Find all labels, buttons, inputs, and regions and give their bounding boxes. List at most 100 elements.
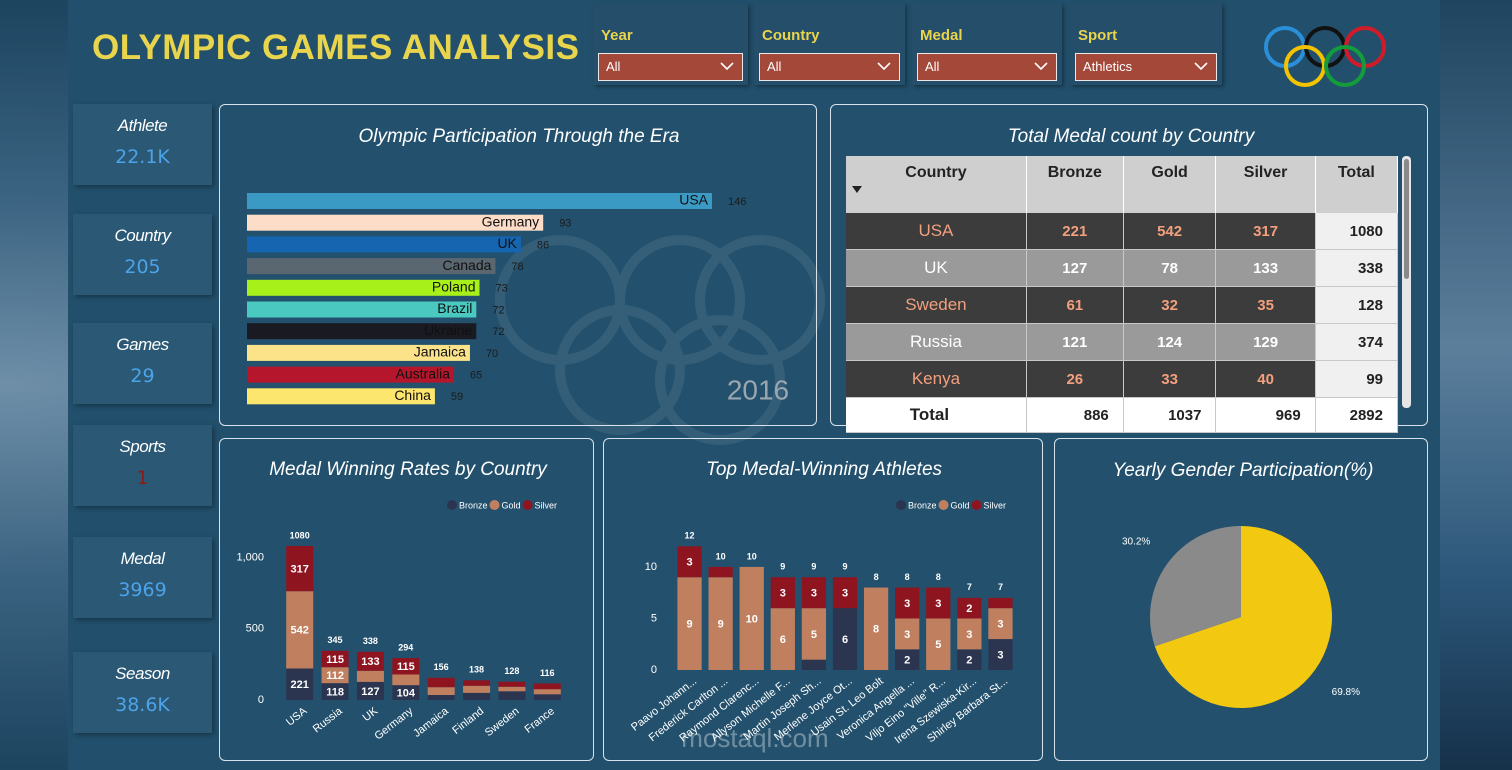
table-row: Sweden 61 32 35 128 [846, 286, 1399, 324]
kpi-value: 3969 [118, 579, 167, 601]
bar [247, 323, 477, 340]
segment-label: 8 [873, 624, 879, 636]
sort-arrow[interactable] [852, 186, 862, 193]
dropdown-chevron[interactable] [720, 62, 734, 71]
total-label: 1080 [290, 530, 310, 540]
x-tick-label: Sweden [483, 705, 522, 739]
bar-segment [739, 566, 764, 670]
total-cell: Total [846, 397, 1027, 433]
bar-segment [498, 681, 526, 687]
bar-value-label: 93 [559, 218, 571, 230]
x-tick-label: Germany [372, 705, 415, 743]
total-label: 345 [328, 635, 343, 645]
table-cell: 61 [1026, 286, 1124, 324]
filter-dropdown[interactable]: All [759, 53, 900, 81]
x-tick-label: USA [284, 705, 310, 729]
y-tick-label: 5 [651, 612, 657, 624]
bar-segment [533, 689, 561, 695]
table-cell: 338 [1315, 249, 1399, 287]
total-label: 12 [685, 531, 695, 541]
kpi-value: 22.1K [115, 146, 170, 168]
bar-category-label: Ukraine [424, 322, 472, 338]
total-cell: 969 [1215, 397, 1316, 433]
bar-segment [463, 685, 491, 693]
bar [247, 301, 477, 318]
bar-value-label: 78 [511, 261, 523, 273]
table-cell: 129 [1215, 323, 1316, 361]
legend-swatch [522, 500, 533, 510]
total-label: 138 [469, 665, 484, 675]
total-label: 8 [874, 572, 879, 582]
bar-segment [801, 608, 827, 660]
bar-segment [895, 587, 920, 619]
bar-category-label: Canada [442, 257, 491, 273]
bar-segment [863, 587, 889, 670]
scrollbar[interactable] [1402, 156, 1411, 408]
bar-value-label: 70 [486, 348, 498, 360]
table-cell: 78 [1123, 249, 1217, 287]
bar-segment [427, 677, 455, 688]
bar-segment [926, 587, 951, 619]
bar-segment [801, 659, 827, 670]
segment-label: 3 [966, 629, 972, 641]
filter-label: Sport [1078, 27, 1118, 44]
bar-segment [770, 608, 795, 670]
bar-segment [463, 680, 491, 686]
total-label: 7 [998, 582, 1003, 592]
filter: Country All [754, 3, 905, 85]
column-header[interactable]: Country [846, 156, 1027, 213]
segment-label: 2 [904, 655, 910, 667]
x-tick-label: France [523, 705, 557, 736]
table-cell: 542 [1123, 213, 1217, 250]
bar-category-label: Brazil [437, 300, 472, 316]
bar-value-label: 65 [470, 370, 482, 382]
segment-label: 9 [686, 619, 692, 631]
segment-label: 221 [291, 679, 309, 691]
segment-label: 6 [842, 634, 848, 646]
table-row: Kenya 26 33 40 99 [846, 360, 1399, 398]
dropdown-chevron[interactable] [877, 62, 891, 71]
legend-swatch [896, 500, 906, 510]
segment-label: 2 [966, 655, 972, 667]
segment-label: 6 [780, 634, 786, 646]
total-label: 10 [716, 551, 726, 561]
column-header: Bronze [1026, 156, 1124, 213]
filter-dropdown[interactable]: Athletics [1075, 53, 1217, 81]
bar-segment [770, 577, 795, 609]
legend-label: Silver [535, 500, 558, 510]
segment-label: 3 [904, 598, 910, 610]
kpi-value: 205 [124, 256, 161, 278]
table-row: USA 221 542 317 1080 [846, 213, 1399, 250]
filter: Year All [593, 3, 748, 85]
total-cell: 1037 [1123, 397, 1217, 433]
table-cell: 26 [1026, 360, 1124, 398]
bar-segment [832, 608, 858, 670]
segment-label: 104 [397, 687, 416, 699]
filter-dropdown[interactable]: All [598, 53, 743, 81]
table-cell: 33 [1123, 360, 1217, 398]
bar-value-label: 146 [728, 196, 746, 208]
x-tick-label: Jamaica [411, 705, 451, 740]
segment-label: 112 [326, 670, 344, 682]
scroll-thumb[interactable] [1404, 159, 1409, 279]
table-cell: 99 [1315, 360, 1399, 398]
kpi-value: 29 [130, 365, 155, 387]
table-row: UK 127 78 133 338 [846, 249, 1399, 287]
bar-segment [356, 651, 384, 671]
medal-rates-panel [219, 438, 594, 761]
total-label: 9 [842, 562, 847, 572]
bar-value-label: 59 [451, 391, 463, 403]
segment-label: 542 [291, 625, 309, 637]
bar-segment [356, 681, 384, 700]
table-cell: 32 [1123, 286, 1217, 324]
filter-label: Medal [920, 27, 963, 44]
total-label: 8 [936, 572, 941, 582]
bar-segment [957, 649, 982, 670]
filter-dropdown[interactable]: All [917, 53, 1057, 81]
dropdown-chevron[interactable] [1194, 62, 1208, 71]
dropdown-chevron[interactable] [1034, 62, 1048, 71]
table-cell: 374 [1315, 323, 1399, 361]
bar-segment [926, 618, 951, 670]
bar [247, 279, 480, 296]
